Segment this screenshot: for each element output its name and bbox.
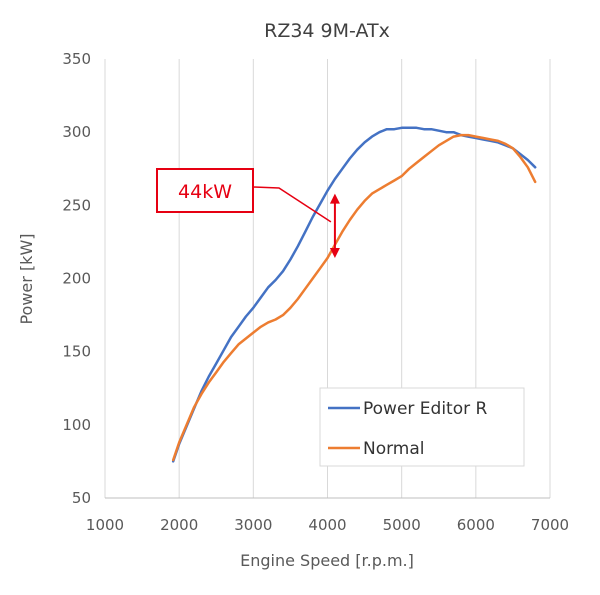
legend-label-power-editor-r: Power Editor R — [363, 399, 488, 419]
difference-arrow-head-up — [329, 193, 340, 204]
x-tick-label: 4000 — [308, 516, 346, 534]
x-tick-label: 5000 — [383, 516, 421, 534]
x-tick-label: 2000 — [160, 516, 198, 534]
annotation-layer: 44kW — [156, 168, 340, 259]
y-tick-label: 350 — [62, 50, 91, 68]
y-tick-label: 150 — [62, 343, 91, 361]
series-line-normal — [171, 133, 537, 462]
callout-leader-line — [252, 186, 332, 223]
y-tick-label: 300 — [62, 123, 91, 141]
callout-box — [156, 168, 254, 213]
y-tick-label: 250 — [62, 196, 91, 214]
axis-layer: 1000 2000 3000 4000 5000 6000 7000 50 100 150 200 2… — [62, 50, 569, 534]
series-line-power-editor-r — [171, 126, 537, 463]
x-tick-label: 1000 — [86, 516, 124, 534]
y-axis-title: Power [kW] — [17, 233, 36, 324]
chart-title: RZ34 9M-ATx — [264, 20, 390, 42]
callout-label: 44kW — [178, 181, 232, 203]
x-tick-label: 7000 — [531, 516, 569, 534]
legend-label-normal: Normal — [363, 439, 425, 459]
y-tick-label: 100 — [62, 416, 91, 434]
difference-arrow-head-down — [329, 248, 340, 259]
series-layer — [171, 126, 537, 463]
x-tick-label: 6000 — [457, 516, 495, 534]
x-tick-label: 3000 — [234, 516, 272, 534]
x-axis-title: Engine Speed [r.p.m.] — [240, 551, 414, 570]
legend-box — [319, 387, 525, 467]
legend: Power Editor R Normal — [319, 387, 525, 467]
y-tick-label: 200 — [62, 270, 91, 288]
y-tick-label: 50 — [72, 489, 91, 507]
